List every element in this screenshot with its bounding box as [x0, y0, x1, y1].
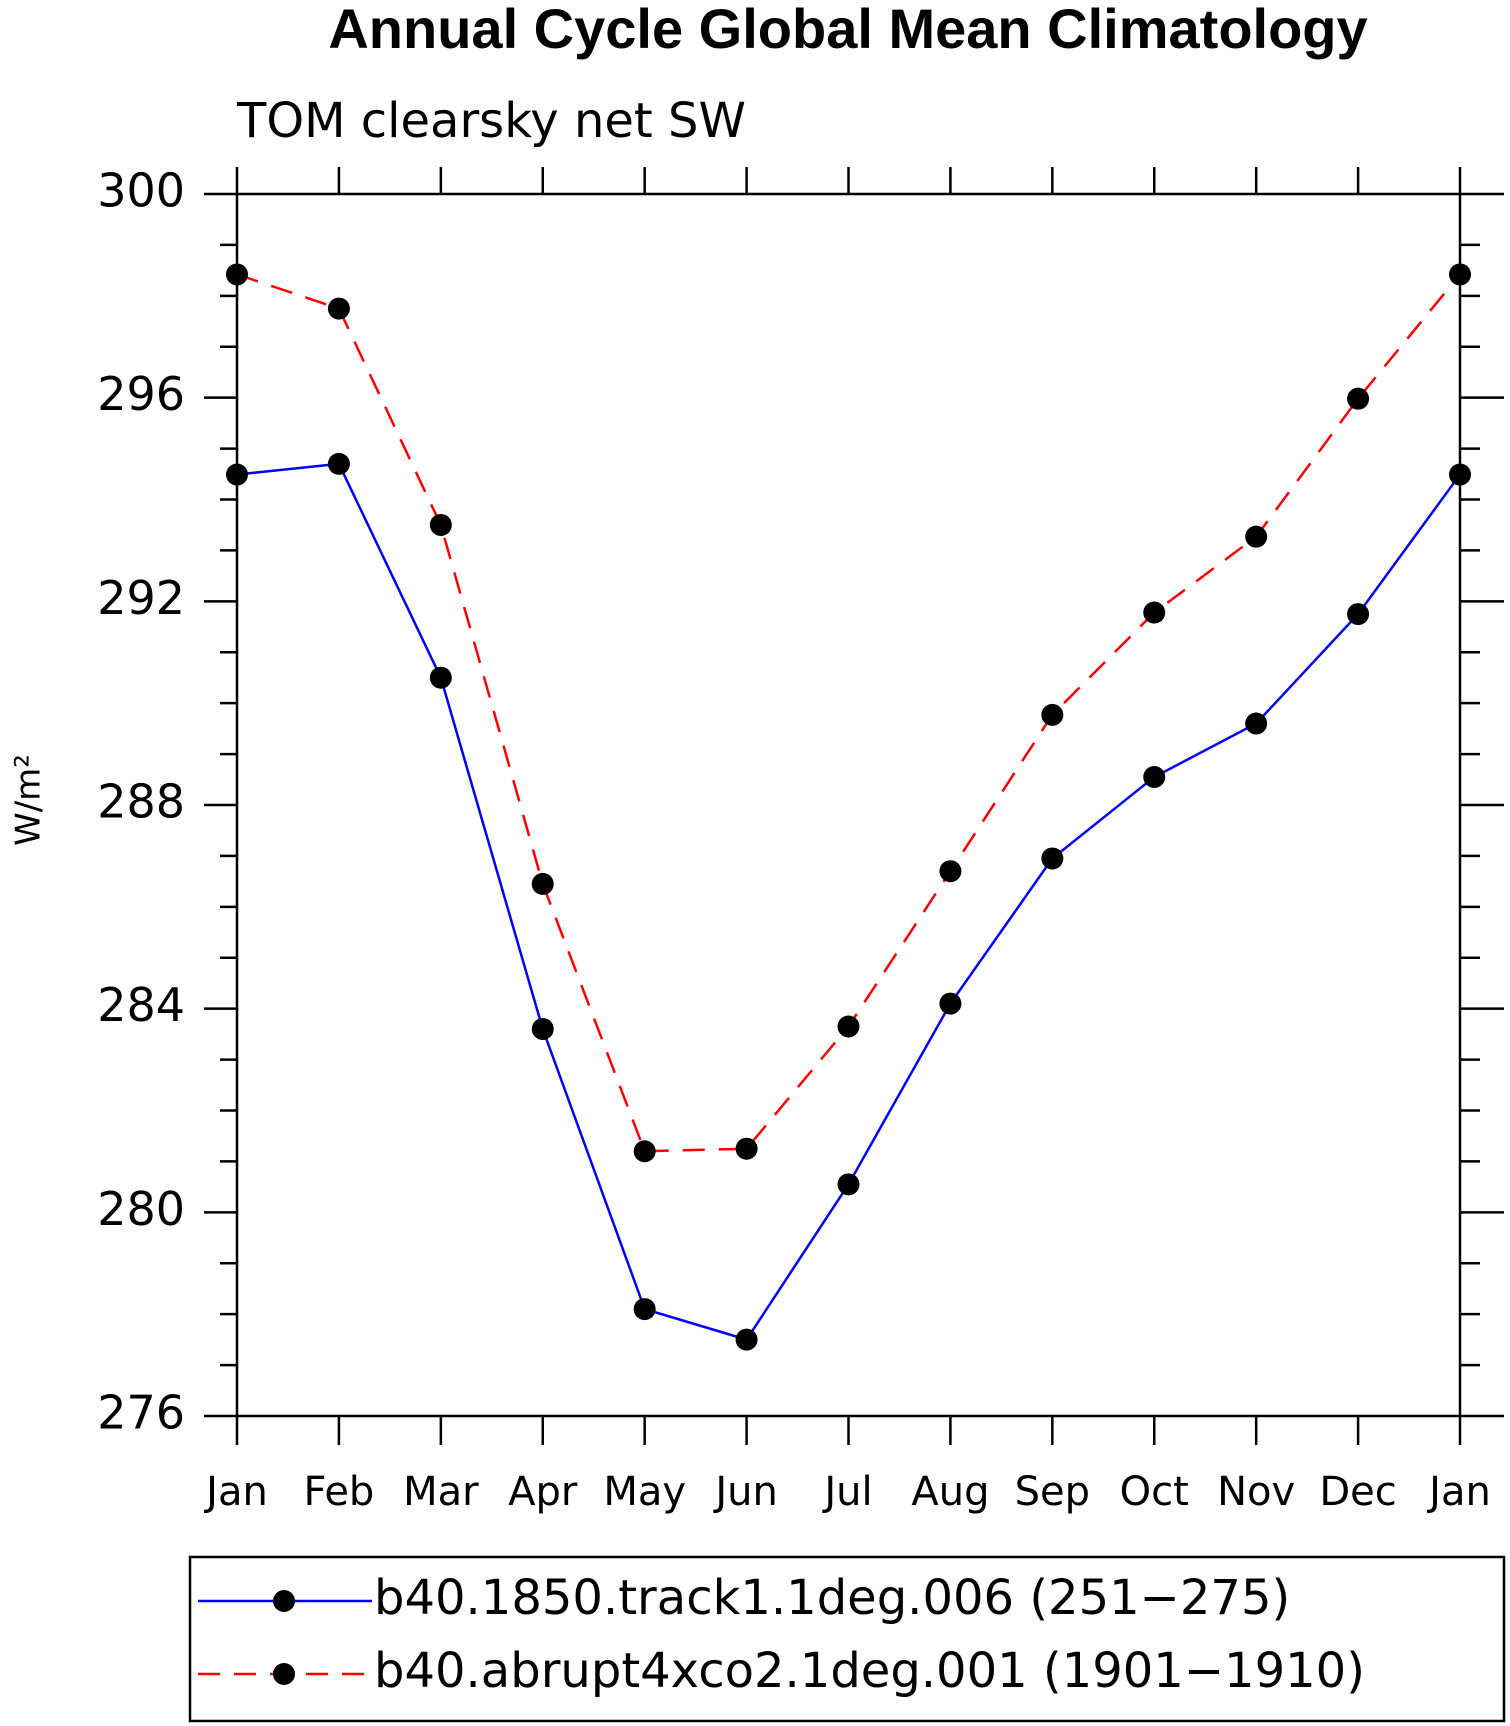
- chart-subtitle: TOM clearsky net SW: [236, 93, 746, 149]
- data-point: [327, 297, 350, 320]
- data-point: [531, 1018, 554, 1041]
- legend-marker: [273, 1590, 295, 1612]
- series-line: [236, 462, 1462, 1342]
- x-tick-label: Apr: [508, 1469, 578, 1515]
- y-tick-label: 288: [97, 775, 185, 829]
- data-point: [1449, 463, 1471, 486]
- x-tick-label: Feb: [304, 1469, 375, 1515]
- data-point: [735, 1328, 758, 1351]
- data-point: [1347, 387, 1370, 410]
- data-point: [327, 452, 350, 475]
- x-tick-label: Jan: [1426, 1469, 1491, 1515]
- legend-box: [188, 1555, 1506, 1723]
- data-point: [633, 1140, 656, 1163]
- x-tick-label: Nov: [1217, 1469, 1295, 1515]
- data-point: [633, 1298, 656, 1321]
- legend-label: b40.abrupt4xco2.1deg.001 (1901−1910): [374, 1643, 1365, 1699]
- plot-frame: [235, 192, 1462, 1418]
- data-point: [531, 872, 554, 895]
- data-point: [429, 666, 452, 689]
- data-point: [837, 1015, 860, 1038]
- data-point: [1245, 712, 1268, 735]
- y-tick-label: 284: [97, 978, 185, 1032]
- y-tick-label: 296: [97, 367, 185, 421]
- x-tick-label: Aug: [911, 1469, 989, 1515]
- data-point: [735, 1137, 758, 1160]
- data-point: [429, 513, 452, 536]
- data-point: [1143, 601, 1166, 624]
- data-point: [1347, 603, 1370, 626]
- y-tick-label: 300: [97, 164, 185, 218]
- y-tick-label: 292: [97, 571, 185, 625]
- data-point: [1245, 525, 1268, 548]
- x-tick-label: Jan: [203, 1469, 268, 1515]
- x-tick-label: May: [603, 1469, 686, 1515]
- data-point: [939, 860, 962, 883]
- data-point: [1041, 703, 1064, 726]
- x-tick-label: Jul: [821, 1469, 872, 1515]
- data-point: [837, 1173, 860, 1196]
- data-point: [1143, 765, 1166, 788]
- data-point: [226, 463, 248, 486]
- x-tick-label: Oct: [1120, 1469, 1189, 1515]
- y-axis-label: W/m²: [9, 754, 49, 846]
- y-tick-label: 276: [97, 1386, 185, 1440]
- x-tick-label: Dec: [1319, 1469, 1396, 1515]
- legend-marker: [273, 1663, 295, 1685]
- x-tick-label: Mar: [403, 1469, 479, 1515]
- y-tick-label: 280: [97, 1182, 185, 1236]
- x-tick-label: Sep: [1015, 1469, 1090, 1515]
- legend-label: b40.1850.track1.1deg.006 (251−275): [374, 1570, 1290, 1626]
- data-point: [1449, 263, 1471, 286]
- x-tick-label: Jun: [712, 1469, 778, 1515]
- data-point: [939, 992, 962, 1015]
- data-point: [1041, 847, 1064, 870]
- data-point: [226, 263, 248, 286]
- chart-title: Annual Cycle Global Mean Climatology: [328, 0, 1367, 60]
